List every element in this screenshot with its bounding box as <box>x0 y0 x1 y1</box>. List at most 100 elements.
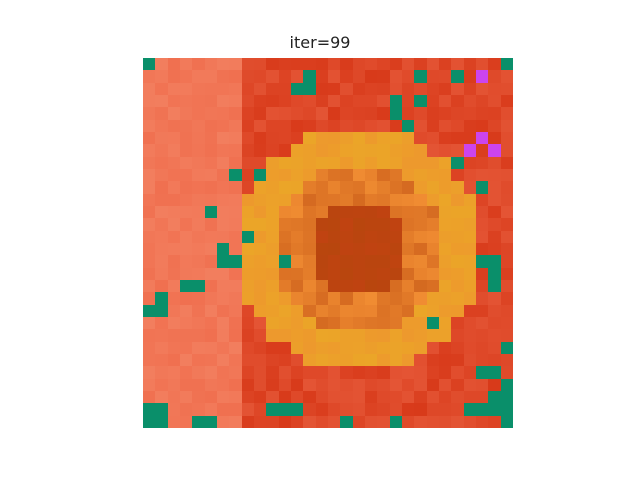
pixel <box>426 205 439 219</box>
pixel <box>167 316 180 330</box>
pixel <box>463 156 476 169</box>
pixel <box>290 156 304 169</box>
pixel <box>340 403 353 416</box>
pixel <box>389 366 402 379</box>
pixel <box>426 304 439 317</box>
pixel <box>216 378 230 391</box>
pixel <box>488 329 501 342</box>
pixel <box>327 366 341 379</box>
pixel <box>389 267 402 280</box>
pixel <box>451 82 464 95</box>
pixel <box>192 255 205 268</box>
pixel <box>352 70 365 83</box>
pixel <box>143 218 156 231</box>
pixel <box>241 279 254 293</box>
pixel <box>451 218 464 231</box>
pixel <box>266 230 279 243</box>
pixel <box>340 131 353 145</box>
pixel <box>266 255 279 268</box>
pixel <box>414 144 427 157</box>
pixel <box>155 107 168 120</box>
pixel <box>241 341 254 354</box>
pixel <box>216 329 230 342</box>
pixel <box>278 218 291 231</box>
pixel <box>303 218 316 231</box>
pixel <box>426 82 439 95</box>
pixel <box>451 255 464 268</box>
pixel <box>179 70 193 83</box>
pixel <box>340 329 353 342</box>
pixel <box>253 82 267 95</box>
pixel <box>364 366 378 379</box>
pixel <box>340 279 353 293</box>
pixel <box>253 353 267 367</box>
pixel <box>438 205 452 219</box>
pixel <box>278 168 291 182</box>
pixel <box>278 70 291 83</box>
pixel <box>377 230 390 243</box>
pixel <box>278 131 291 145</box>
pixel <box>488 144 501 157</box>
pixel <box>401 378 415 391</box>
pixel <box>340 390 353 404</box>
pixel <box>438 242 452 256</box>
pixel <box>401 279 415 293</box>
pixel <box>389 181 402 194</box>
pixel <box>426 193 439 206</box>
pixel <box>426 415 439 428</box>
pixel <box>488 82 501 95</box>
pixel <box>389 403 402 416</box>
pixel <box>327 181 341 194</box>
pixel <box>426 181 439 194</box>
pixel <box>463 341 476 354</box>
pixel <box>426 341 439 354</box>
pixel <box>155 292 168 305</box>
pixel <box>414 181 427 194</box>
pixel <box>401 156 415 169</box>
pixel <box>303 353 316 367</box>
pixel <box>364 415 378 428</box>
pixel <box>377 205 390 219</box>
pixel <box>475 378 489 391</box>
pixel <box>426 267 439 280</box>
pixel <box>216 94 230 108</box>
pixel <box>315 94 328 108</box>
pixel <box>253 193 267 206</box>
pixel <box>303 205 316 219</box>
pixel <box>377 94 390 108</box>
pixel <box>155 255 168 268</box>
pixel <box>401 107 415 120</box>
pixel <box>475 242 489 256</box>
pixel <box>389 131 402 145</box>
pixel <box>303 58 316 71</box>
pixel <box>290 230 304 243</box>
pixel <box>204 378 217 391</box>
pixel <box>377 292 390 305</box>
pixel <box>352 58 365 71</box>
pixel <box>266 82 279 95</box>
pixel <box>364 292 378 305</box>
pixel <box>475 94 489 108</box>
pixel <box>241 82 254 95</box>
pixel <box>414 230 427 243</box>
pixel <box>475 415 489 428</box>
pixel <box>451 156 464 169</box>
pixel <box>451 329 464 342</box>
pixel <box>340 181 353 194</box>
pixel <box>216 193 230 206</box>
pixel <box>315 390 328 404</box>
pixel <box>192 279 205 293</box>
pixel <box>488 378 501 391</box>
pixel <box>253 341 267 354</box>
pixel <box>327 242 341 256</box>
pixel <box>475 366 489 379</box>
pixel <box>488 218 501 231</box>
pixel <box>389 156 402 169</box>
pixel <box>352 366 365 379</box>
pixel <box>414 70 427 83</box>
pixel <box>315 218 328 231</box>
pixel <box>401 329 415 342</box>
pixel <box>266 168 279 182</box>
pixel <box>229 181 242 194</box>
pixel <box>451 279 464 293</box>
